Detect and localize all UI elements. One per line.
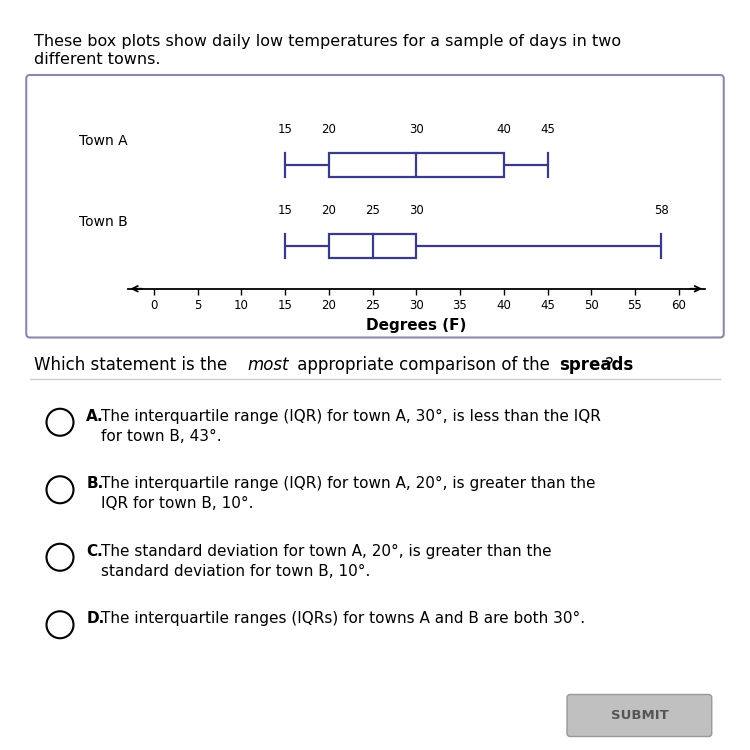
Text: appropriate comparison of the: appropriate comparison of the [292, 356, 556, 374]
Text: spreads: spreads [559, 356, 633, 374]
FancyBboxPatch shape [567, 694, 712, 736]
Text: 58: 58 [654, 204, 669, 218]
Text: The interquartile range (IQR) for town A, 30°, is less than the IQR
for town B, : The interquartile range (IQR) for town A… [101, 409, 602, 443]
Text: 15: 15 [278, 204, 292, 218]
Text: 30: 30 [409, 204, 424, 218]
Bar [328, 234, 416, 258]
Text: 30: 30 [409, 123, 424, 136]
Text: Town A: Town A [79, 134, 128, 148]
Text: most: most [248, 356, 289, 374]
Text: Which statement is the: Which statement is the [34, 356, 232, 374]
Text: 40: 40 [496, 123, 512, 136]
Text: D.: D. [86, 611, 104, 626]
Text: The interquartile ranges (IQRs) for towns A and B are both 30°.: The interquartile ranges (IQRs) for town… [101, 611, 585, 626]
Text: 45: 45 [540, 123, 555, 136]
Text: different towns.: different towns. [34, 53, 160, 68]
FancyBboxPatch shape [26, 75, 724, 338]
Bar [328, 153, 504, 177]
Text: B.: B. [86, 476, 104, 491]
Text: SUBMIT: SUBMIT [610, 709, 669, 722]
Text: Town B: Town B [79, 215, 128, 229]
Text: C.: C. [86, 544, 103, 559]
Text: The standard deviation for town A, 20°, is greater than the
standard deviation f: The standard deviation for town A, 20°, … [101, 544, 552, 578]
Text: 20: 20 [321, 204, 336, 218]
Text: 20: 20 [321, 123, 336, 136]
Text: The interquartile range (IQR) for town A, 20°, is greater than the
IQR for town : The interquartile range (IQR) for town A… [101, 476, 596, 511]
X-axis label: Degrees (F): Degrees (F) [366, 318, 466, 333]
Text: ?: ? [605, 356, 614, 374]
Text: A.: A. [86, 409, 104, 424]
Text: 25: 25 [365, 204, 380, 218]
Text: 15: 15 [278, 123, 292, 136]
Text: These box plots show daily low temperatures for a sample of days in two: These box plots show daily low temperatu… [34, 34, 621, 49]
